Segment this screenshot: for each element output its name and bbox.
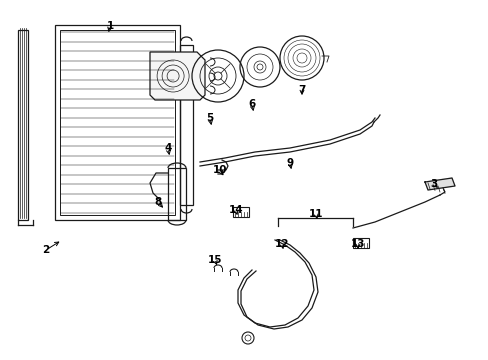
Text: 11: 11: [308, 209, 323, 219]
Bar: [232, 207, 248, 217]
Text: 13: 13: [350, 239, 365, 249]
Polygon shape: [150, 52, 204, 100]
Text: 9: 9: [286, 158, 293, 168]
Text: 15: 15: [207, 255, 222, 265]
Text: 2: 2: [42, 245, 49, 255]
Text: 6: 6: [248, 99, 255, 109]
Text: 1: 1: [106, 21, 113, 31]
Text: 14: 14: [228, 205, 243, 215]
Text: 3: 3: [429, 179, 437, 189]
Bar: [60, 30, 175, 215]
Bar: [18, 30, 28, 220]
Text: 12: 12: [274, 239, 289, 249]
Bar: [352, 238, 368, 248]
Text: 7: 7: [298, 85, 305, 95]
Text: 8: 8: [154, 197, 162, 207]
Bar: [180, 45, 193, 205]
Text: 10: 10: [212, 165, 227, 175]
Text: 5: 5: [206, 113, 213, 123]
Text: 4: 4: [164, 143, 171, 153]
Bar: [55, 25, 180, 220]
Polygon shape: [424, 178, 454, 190]
Bar: [168, 168, 185, 220]
